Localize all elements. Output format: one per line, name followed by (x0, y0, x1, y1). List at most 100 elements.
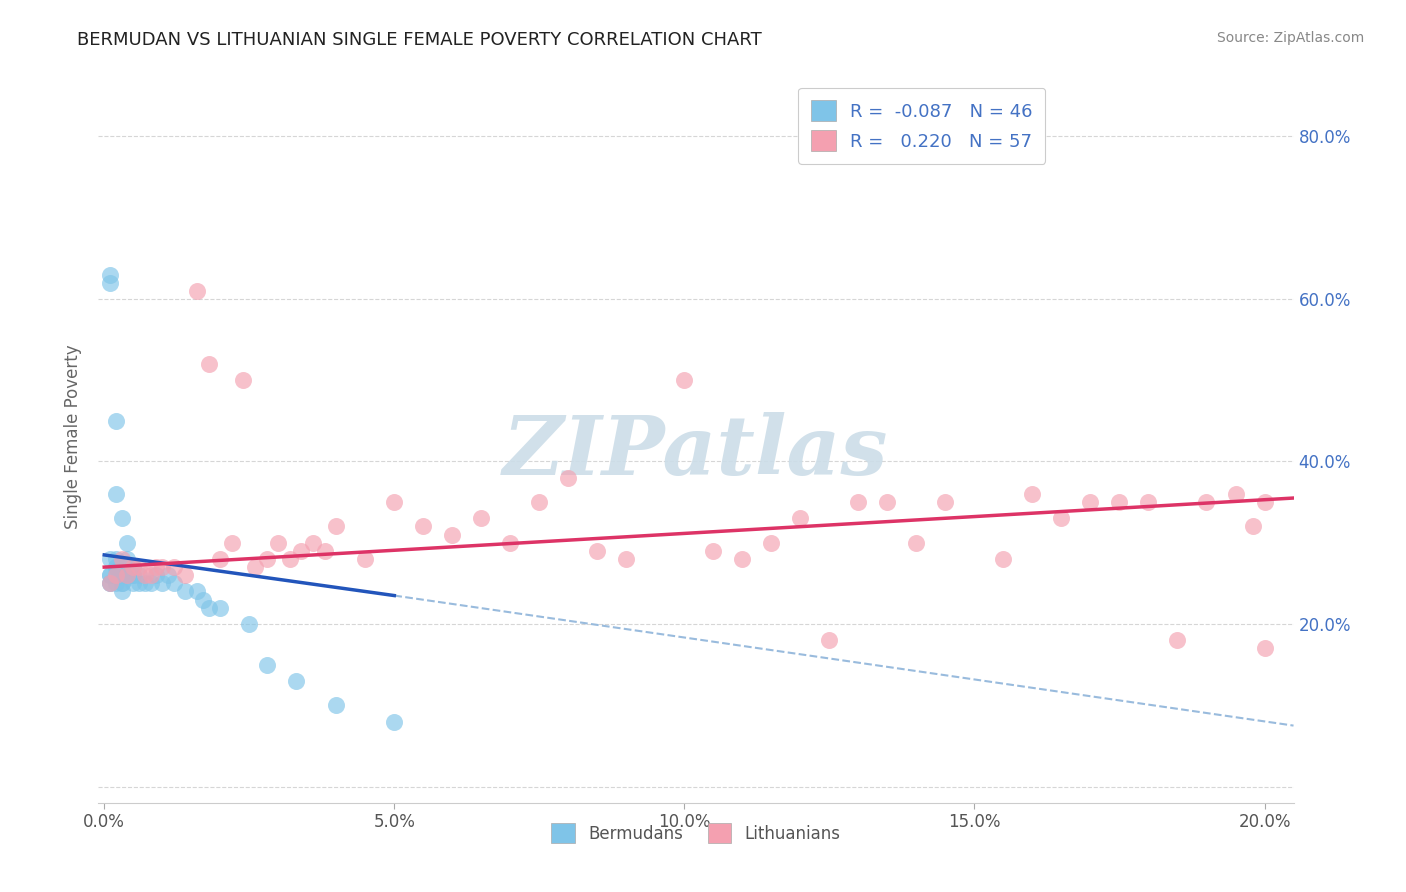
Point (145, 560, 167, 574)
Point (382, 495, 405, 509)
Point (117, 552, 139, 566)
Point (586, 544, 609, 558)
Point (441, 527, 464, 541)
Point (117, 568, 139, 582)
Point (186, 284, 208, 298)
Point (150, 576, 173, 591)
Point (818, 633, 841, 648)
Point (221, 535, 243, 549)
Point (993, 552, 1015, 566)
Point (145, 568, 167, 582)
Point (197, 600, 219, 615)
Point (702, 544, 724, 558)
Point (150, 560, 173, 574)
Point (934, 495, 956, 509)
Point (98, 276, 121, 290)
Point (98, 268, 121, 282)
Point (1253, 641, 1275, 656)
Point (174, 584, 197, 599)
Point (111, 511, 134, 525)
Point (1080, 495, 1102, 509)
Point (243, 560, 266, 574)
Text: Source: ZipAtlas.com: Source: ZipAtlas.com (1216, 31, 1364, 45)
Point (232, 373, 254, 387)
Point (529, 495, 551, 509)
Legend: Bermudans, Lithuanians: Bermudans, Lithuanians (544, 817, 848, 849)
Point (174, 568, 197, 582)
Point (122, 560, 145, 574)
Point (209, 552, 232, 566)
Point (1225, 487, 1247, 501)
Point (117, 568, 139, 582)
Point (111, 568, 134, 582)
Point (290, 544, 312, 558)
Point (128, 576, 150, 591)
Point (1050, 511, 1073, 525)
Point (117, 535, 139, 549)
Point (111, 584, 134, 599)
Point (122, 568, 145, 582)
Point (238, 617, 260, 632)
Point (111, 576, 134, 591)
Point (104, 487, 127, 501)
Point (789, 511, 811, 525)
Point (98, 568, 121, 582)
Point (1241, 519, 1264, 533)
Point (134, 568, 156, 582)
Point (111, 560, 134, 574)
Point (104, 560, 127, 574)
Point (848, 495, 870, 509)
Point (1253, 495, 1275, 509)
Point (284, 673, 307, 688)
Point (731, 552, 754, 566)
Point (139, 576, 162, 591)
Point (128, 568, 150, 582)
Point (761, 535, 783, 549)
Point (139, 568, 162, 582)
Point (354, 552, 377, 566)
Point (122, 576, 145, 591)
Point (104, 552, 127, 566)
Point (134, 576, 156, 591)
Point (1137, 495, 1160, 509)
Point (267, 535, 290, 549)
Point (1166, 633, 1188, 648)
Point (325, 698, 347, 713)
Point (314, 544, 336, 558)
Point (499, 535, 522, 549)
Point (557, 471, 579, 485)
Point (382, 714, 405, 729)
Point (325, 519, 347, 533)
Point (104, 414, 127, 428)
Point (98, 576, 121, 591)
Point (1021, 487, 1043, 501)
Point (117, 560, 139, 574)
Point (163, 560, 186, 574)
Point (122, 560, 145, 574)
Point (412, 519, 434, 533)
Point (470, 511, 492, 525)
Text: BERMUDAN VS LITHUANIAN SINGLE FEMALE POVERTY CORRELATION CHART: BERMUDAN VS LITHUANIAN SINGLE FEMALE POV… (77, 31, 762, 49)
Point (104, 560, 127, 574)
Point (905, 535, 928, 549)
Point (104, 568, 127, 582)
Point (111, 576, 134, 591)
Point (876, 495, 898, 509)
Point (157, 568, 180, 582)
Point (209, 600, 232, 615)
Point (98, 568, 121, 582)
Point (122, 568, 145, 582)
Point (278, 552, 301, 566)
Point (104, 568, 127, 582)
Point (1195, 495, 1218, 509)
Point (98, 552, 121, 566)
Point (673, 373, 696, 387)
Point (614, 552, 637, 566)
Y-axis label: Single Female Poverty: Single Female Poverty (65, 345, 83, 529)
Point (256, 657, 278, 672)
Point (104, 576, 127, 591)
Point (256, 552, 278, 566)
Point (186, 584, 208, 599)
Point (302, 535, 325, 549)
Text: ZIPatlas: ZIPatlas (503, 412, 889, 491)
